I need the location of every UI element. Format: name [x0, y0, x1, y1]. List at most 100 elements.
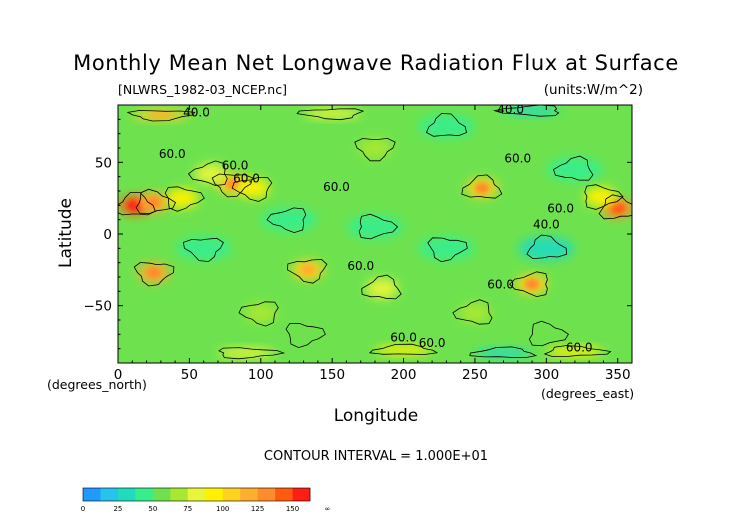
- contour-line: [231, 177, 273, 202]
- field-region: [194, 163, 227, 184]
- contour-line: [135, 188, 177, 214]
- colorbar-swatch: [83, 488, 101, 501]
- field-region-core: [610, 202, 625, 214]
- colorbar-swatch: [187, 488, 206, 501]
- contour-line: [361, 274, 402, 300]
- contour-line: [354, 137, 396, 162]
- contour-line: [218, 347, 286, 360]
- x-tick-label: 100: [248, 367, 274, 383]
- contour-labels: 40.0 40.060.060.060.060.060.060.040.060.0…: [159, 103, 593, 355]
- field-region: [518, 236, 575, 261]
- contour-line: [164, 186, 205, 212]
- x-tick-label: 150: [319, 367, 345, 383]
- field-region: [375, 345, 432, 356]
- colorbar: [82, 487, 311, 502]
- contour-line: [469, 346, 538, 359]
- contour-line: [187, 160, 228, 186]
- colorbar-swatch: [292, 488, 311, 501]
- contour-line: [452, 299, 493, 325]
- field-region: [366, 278, 399, 299]
- contour-line: [509, 271, 548, 298]
- field-region: [275, 322, 332, 347]
- x-axis-label: Longitude: [334, 406, 419, 426]
- x-tick-label: 0: [114, 367, 123, 383]
- field-region: [237, 178, 270, 199]
- contour-line: [584, 184, 624, 210]
- y-tick-label: 50: [95, 155, 112, 171]
- field-region-core: [148, 112, 174, 118]
- units-label: (units:W/m^2): [544, 82, 643, 98]
- contour-label: 40.0: [497, 103, 524, 117]
- y-tick-label: 0: [103, 227, 112, 243]
- contour-interval-text: CONTOUR INTERVAL = 1.000E+01: [264, 449, 488, 464]
- x-unit-label: (degrees_east): [541, 386, 634, 401]
- y-axis-ticks: 50 0 −50: [84, 118, 632, 350]
- field-region-core: [225, 178, 240, 190]
- contour-label: 60.0: [419, 336, 446, 350]
- contour-label: 60.0: [566, 341, 593, 355]
- x-tick-label: 50: [181, 367, 198, 383]
- y-axis-label: Latitude: [56, 198, 76, 268]
- colorbar-tick-label: 150: [286, 505, 299, 513]
- contour-line: [358, 213, 399, 240]
- field-region: [546, 157, 603, 182]
- heatmap-field: [118, 105, 632, 363]
- field-region-core: [524, 278, 540, 290]
- contour-label: 60.0: [390, 331, 417, 345]
- contour-line: [126, 110, 196, 122]
- contour-line: [493, 105, 560, 117]
- colorbar-tick-label: 125: [251, 505, 264, 513]
- contour-label: 60.0: [159, 147, 186, 161]
- colorbar-frame: [82, 487, 311, 502]
- contour-label: 60.0: [487, 277, 514, 291]
- field-region: [418, 236, 475, 261]
- field-region-core: [300, 264, 316, 276]
- contour-line: [285, 322, 326, 349]
- y-unit-label: (degrees_north): [47, 377, 147, 392]
- field-region-core: [146, 196, 161, 208]
- contour-label: 60.0: [504, 151, 531, 165]
- contour-line: [553, 155, 594, 181]
- colorbar-swatch: [205, 488, 223, 501]
- colorbar-tick-label: 100: [216, 505, 229, 513]
- field-region: [261, 207, 318, 232]
- contour-line: [427, 237, 468, 263]
- contour-line: [296, 108, 365, 121]
- field-region: [475, 347, 532, 358]
- file-label: [NLWRS_1982-03_NCEP.nc]: [118, 82, 287, 97]
- field-region: [546, 346, 603, 357]
- field-region: [359, 138, 391, 158]
- contour-line: [118, 192, 156, 216]
- colorbar-swatch: [240, 488, 258, 501]
- x-axis-ticks: 0 50 100 150 200 250 300 350: [114, 105, 633, 383]
- contour-label: 60.0: [323, 180, 350, 194]
- colorbar-swatch: [275, 488, 293, 501]
- field-region-core: [474, 182, 490, 194]
- colorbar-tick-label: 75: [183, 505, 192, 513]
- contour-line: [461, 174, 503, 199]
- field-region: [347, 214, 403, 239]
- contour-label: 60.0: [347, 259, 374, 273]
- field-region: [244, 302, 277, 323]
- colorbar-tick-label: 0: [81, 505, 85, 513]
- y-tick-label: −50: [84, 299, 113, 315]
- contour-lines: [118, 105, 632, 360]
- contour-line: [598, 194, 632, 220]
- colorbar-swatch: [152, 488, 171, 501]
- contour-line: [368, 343, 439, 355]
- contour-line: [266, 207, 307, 234]
- colorbar-tick-label: 50: [148, 505, 157, 513]
- x-tick-label: 350: [605, 367, 631, 383]
- colorbar-tick-labels: 0 25 50 75 100 125 150 ∞: [81, 505, 331, 513]
- colorbar-swatch: [135, 488, 154, 501]
- x-tick-label: 300: [533, 367, 559, 383]
- colorbar-tick-label: ∞: [325, 505, 331, 513]
- field-region-core: [146, 267, 161, 279]
- contour-line: [286, 258, 328, 284]
- contour-line: [528, 320, 569, 347]
- x-tick-label: 250: [462, 367, 488, 383]
- colorbar-swatch: [100, 488, 119, 501]
- colorbar-tick-label: 25: [113, 505, 122, 513]
- field-region: [304, 108, 361, 119]
